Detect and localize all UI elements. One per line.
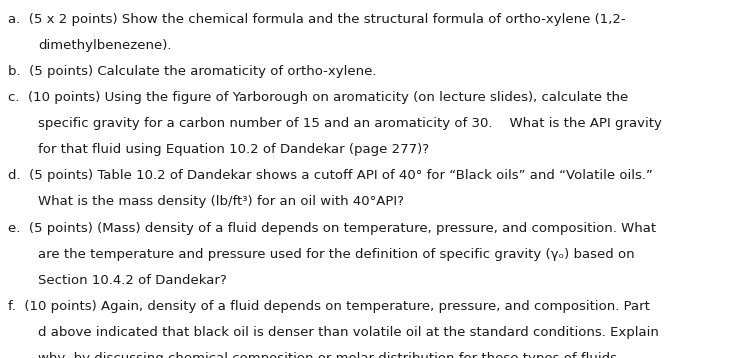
Text: What is the mass density (lb/ft³) for an oil with 40°API?: What is the mass density (lb/ft³) for an…: [38, 195, 404, 208]
Text: dimethylbenezene).: dimethylbenezene).: [38, 39, 172, 52]
Text: b.  (5 points) Calculate the aromaticity of ortho-xylene.: b. (5 points) Calculate the aromaticity …: [8, 65, 376, 78]
Text: f.  (10 points) Again, density of a fluid depends on temperature, pressure, and : f. (10 points) Again, density of a fluid…: [8, 300, 650, 313]
Text: c.  (10 points) Using the figure of Yarborough on aromaticity (on lecture slides: c. (10 points) Using the figure of Yarbo…: [8, 91, 628, 104]
Text: e.  (5 points) (Mass) density of a fluid depends on temperature, pressure, and c: e. (5 points) (Mass) density of a fluid …: [8, 222, 656, 234]
Text: a.  (5 x 2 points) Show the chemical formula and the structural formula of ortho: a. (5 x 2 points) Show the chemical form…: [8, 13, 626, 25]
Text: why, by discussing chemical composition or molar distribution for these types of: why, by discussing chemical composition …: [38, 352, 621, 358]
Text: Section 10.4.2 of Dandekar?: Section 10.4.2 of Dandekar?: [38, 274, 227, 287]
Text: d.  (5 points) Table 10.2 of Dandekar shows a cutoff API of 40° for “Black oils”: d. (5 points) Table 10.2 of Dandekar sho…: [8, 169, 653, 182]
Text: specific gravity for a carbon number of 15 and an aromaticity of 30.    What is : specific gravity for a carbon number of …: [38, 117, 662, 130]
Text: d above indicated that black oil is denser than volatile oil at the standard con: d above indicated that black oil is dens…: [38, 326, 659, 339]
Text: are the temperature and pressure used for the definition of specific gravity (γₒ: are the temperature and pressure used fo…: [38, 248, 635, 261]
Text: for that fluid using Equation 10.2 of Dandekar (page 277)?: for that fluid using Equation 10.2 of Da…: [38, 143, 429, 156]
